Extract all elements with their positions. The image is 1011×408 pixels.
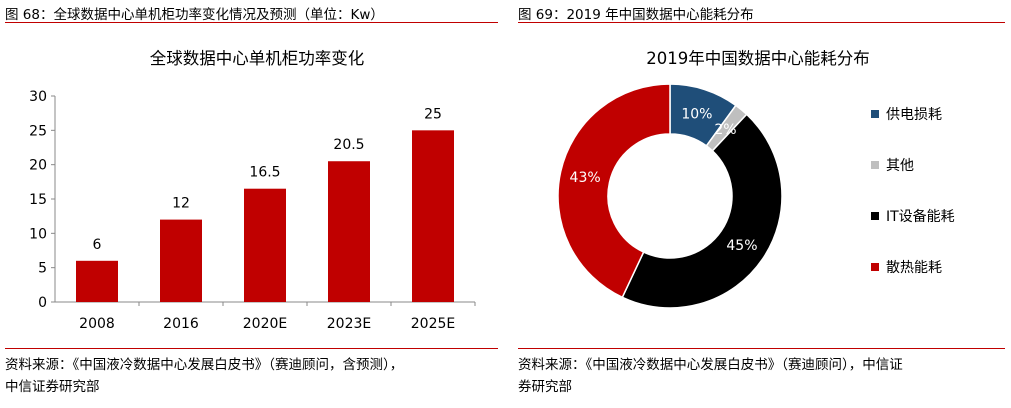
- y-tick-label: 15: [29, 192, 47, 208]
- x-tick-label: 2008: [79, 316, 115, 332]
- left-figure-panel: 图 68：全球数据中心单机柜功率变化情况及预测（单位：Kw） 全球数据中心单机柜…: [5, 0, 498, 408]
- legend-label: IT设备能耗: [886, 208, 955, 225]
- bar-2020E: [244, 188, 286, 302]
- bar-2023E: [328, 161, 370, 302]
- bar-chart-title: 全球数据中心单机柜功率变化: [150, 49, 365, 68]
- donut-data-label: 45%: [726, 238, 757, 254]
- right-top-rule: [518, 22, 1005, 23]
- donut-chart-slices: [557, 83, 783, 309]
- y-tick-label: 25: [29, 123, 47, 139]
- donut-data-label: 2%: [714, 122, 736, 138]
- legend-swatch: [871, 263, 879, 271]
- x-tick-label: 2016: [163, 316, 199, 332]
- bar-data-label: 6: [93, 237, 102, 253]
- legend-swatch: [871, 212, 879, 220]
- bar-data-label: 20.5: [333, 137, 364, 153]
- left-source-note: 资料来源：《中国液冷数据中心发展白皮书》（赛迪顾问，含预测）， 中信证券研究部: [5, 354, 403, 398]
- y-tick-label: 5: [38, 261, 47, 277]
- y-tick-label: 20: [29, 158, 47, 174]
- right-source-line-2: 券研究部: [518, 379, 572, 395]
- legend-label: 散热能耗: [886, 260, 942, 276]
- right-figure-title: 图 69：2019 年中国数据中心能耗分布: [518, 7, 754, 23]
- y-tick-label: 10: [29, 226, 47, 242]
- right-source-note: 资料来源：《中国液冷数据中心发展白皮书》（赛迪顾问），中信证 券研究部: [518, 354, 903, 398]
- right-source-line-1: 资料来源：《中国液冷数据中心发展白皮书》（赛迪顾问），中信证: [518, 357, 903, 373]
- legend-label: 其他: [886, 158, 914, 174]
- x-tick-label: 2020E: [243, 316, 287, 332]
- bar-data-label: 25: [424, 106, 442, 122]
- bar-2025E: [412, 130, 454, 302]
- legend-swatch: [871, 110, 879, 118]
- donut-data-label: 10%: [681, 106, 712, 122]
- legend-label: 供电损耗: [886, 107, 942, 123]
- left-source-line-1: 资料来源：《中国液冷数据中心发展白皮书》（赛迪顾问，含预测），: [5, 357, 404, 373]
- donut-chart-labels: 10%2% 45% 43%: [570, 106, 758, 254]
- bar-data-label: 16.5: [249, 165, 280, 181]
- left-figure-title: 图 68：全球数据中心单机柜功率变化情况及预测（单位：Kw）: [5, 7, 384, 23]
- donut-data-label: 43%: [570, 170, 601, 186]
- bar-chart-bars: 6 12 16.5 20.5 25: [76, 106, 454, 302]
- bar-2016: [160, 219, 202, 302]
- bar-2008: [76, 260, 118, 302]
- bar-data-label: 12: [172, 196, 190, 212]
- bar-chart: 全球数据中心单机柜功率变化 0 5 10 15 20 25 30 2008 2016 2020E 2…: [29, 49, 476, 332]
- left-source-line-2: 中信证券研究部: [5, 379, 100, 395]
- x-tick-label: 2025E: [411, 316, 455, 332]
- bar-chart-axes: 0 5 10 15 20 25 30 2008 2016 2020E 2023E 2025E: [29, 89, 476, 332]
- right-figure-panel: 图 69：2019 年中国数据中心能耗分布 2019年中国数据中心能耗分布 10…: [518, 0, 1005, 408]
- legend-swatch: [871, 161, 879, 169]
- donut-chart-title: 2019年中国数据中心能耗分布: [646, 49, 870, 68]
- left-top-rule: [5, 22, 498, 23]
- y-tick-label: 0: [38, 295, 47, 311]
- x-tick-label: 2023E: [327, 316, 371, 332]
- y-tick-label: 30: [29, 89, 47, 105]
- donut-slice-2: [621, 113, 783, 309]
- right-bottom-rule: [518, 348, 1005, 349]
- left-bottom-rule: [5, 348, 498, 349]
- donut-slice-3: [557, 83, 671, 299]
